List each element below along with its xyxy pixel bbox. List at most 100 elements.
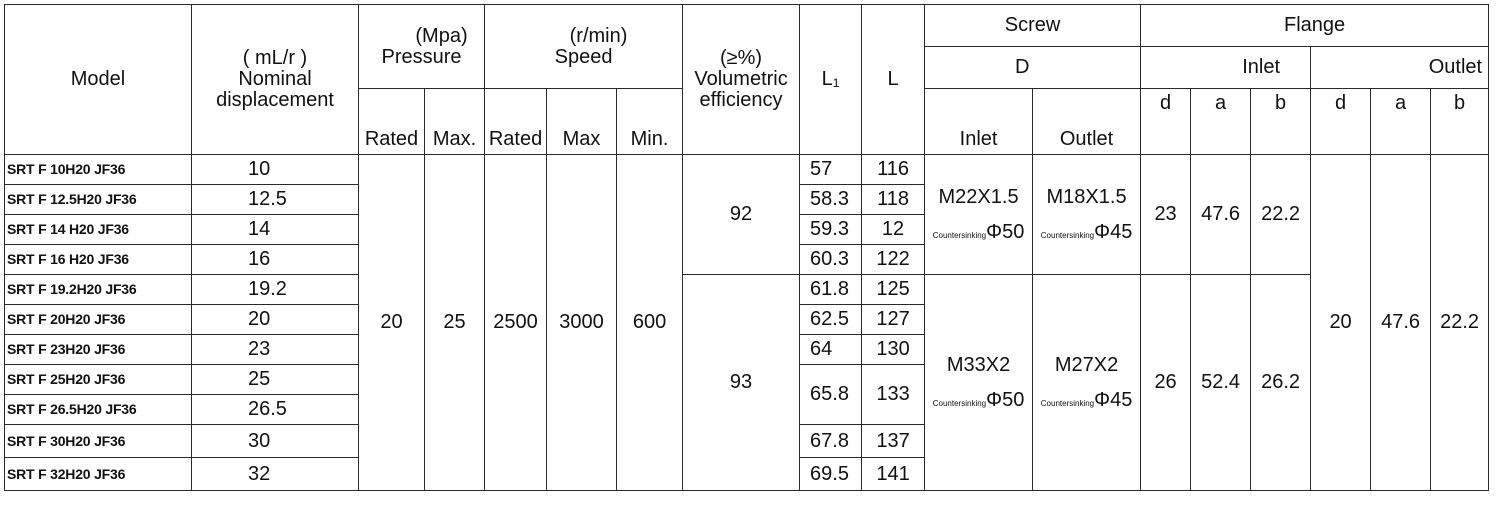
header-screw-d: D	[924, 46, 1142, 89]
screw-group1-inlet-cell: M22X1.5 CountersinkingΦ50	[924, 154, 1034, 275]
countersinking-label: Countersinking	[1040, 398, 1095, 408]
flange-in-a-group1: 47.6	[1190, 154, 1252, 275]
header-flange-inlet: Inlet	[1140, 46, 1312, 89]
displacement-cell: 26.5	[191, 394, 359, 425]
header-flange-out-b: b	[1430, 88, 1490, 155]
speed-unit: (r/min)	[569, 24, 628, 47]
table-row: SRT F 16 H20 JF36 16 60.3 122	[4, 244, 1489, 275]
l-cell: 133	[861, 364, 926, 425]
table-row: SRT F 14 H20 JF36 14 59.3 12	[4, 214, 1489, 245]
displacement-cell: 32	[191, 457, 359, 491]
screw-group2-outlet-cell: M27X2 CountersinkingΦ45	[1032, 274, 1142, 491]
table-row: SRT F 30H20 JF36 30 67.8 137	[4, 424, 1489, 458]
displacement-cell: 19.2	[191, 274, 359, 305]
header-efficiency: (≥%) Volumetric efficiency	[682, 4, 801, 155]
l-cell: 116	[861, 154, 926, 185]
l1-cell: 69.5	[799, 457, 863, 491]
header-flange-outlet: Outlet	[1310, 46, 1490, 89]
l1-cell: 65.8	[799, 364, 863, 425]
header-flange-in-b: b	[1250, 88, 1312, 155]
model-cell: SRT F 26.5H20 JF36	[4, 394, 192, 425]
flange-in-b-group2: 26.2	[1250, 274, 1312, 491]
speed-label: Speed	[554, 45, 613, 68]
l-cell: 12	[861, 214, 926, 245]
l-cell: 122	[861, 244, 926, 275]
pump-spec-table: Model ( mL/r ) Nominal displacement (Mpa…	[4, 4, 1490, 491]
l-cell: 141	[861, 457, 926, 491]
header-displacement: ( mL/r ) Nominal displacement	[191, 4, 359, 155]
screw-group2-inlet-cell: M33X2 CountersinkingΦ50	[924, 274, 1034, 491]
header-speed: (r/min) Speed	[484, 4, 684, 89]
header-pressure-rated: Rated	[358, 88, 425, 155]
header-speed-max: Max	[546, 88, 618, 155]
countersink-value: Φ50	[986, 220, 1025, 243]
l-cell: 125	[861, 274, 926, 305]
displacement-cell: 30	[191, 424, 359, 458]
header-model: Model	[4, 4, 192, 155]
pressure-max-cell: 25	[423, 154, 486, 491]
header-screw: Screw	[924, 4, 1142, 47]
l1-cell: 64	[799, 334, 863, 365]
screw-thread: M18X1.5	[1046, 185, 1127, 208]
header-pressure: (Mpa) Pressure	[357, 4, 486, 89]
displacement-label: Nominal displacement	[216, 68, 334, 111]
flange-out-d: 20	[1310, 154, 1372, 491]
table-row: SRT F 10H20 JF36 10 20 25 2500 3000 600 …	[4, 154, 1490, 491]
flange-in-d-group1: 23	[1140, 154, 1192, 275]
header-screw-inlet: Inlet	[924, 88, 1034, 155]
l1-cell: 59.3	[799, 214, 863, 245]
header-speed-min: Min.	[616, 88, 684, 155]
table-row: SRT F 19.2H20 JF36 19.2 93 61.8 125 M33X…	[4, 274, 1489, 491]
pressure-unit: (Mpa)	[415, 24, 468, 47]
countersinking-label: Countersinking	[932, 398, 987, 408]
l1-cell: 60.3	[799, 244, 863, 275]
speed-rated-cell: 2500	[484, 154, 548, 491]
header-flange-in-d: d	[1140, 88, 1192, 155]
displacement-cell: 14	[191, 214, 359, 245]
speed-max-cell: 3000	[546, 154, 618, 491]
header-flange-out-a: a	[1370, 88, 1432, 155]
model-cell: SRT F 25H20 JF36	[4, 364, 192, 395]
pressure-label: Pressure	[381, 45, 462, 68]
efficiency-unit: (≥%)	[720, 47, 763, 69]
header-l: L	[861, 4, 926, 155]
displacement-cell: 20	[191, 304, 359, 335]
flange-in-b-group1: 22.2	[1250, 154, 1312, 275]
header-pressure-max: Max.	[423, 88, 486, 155]
countersink-value: Φ45	[1094, 388, 1133, 411]
l1-cell: 57	[799, 154, 863, 185]
model-cell: SRT F 14 H20 JF36	[4, 214, 192, 245]
table-row: SRT F 32H20 JF36 32 69.5 141	[4, 457, 1489, 491]
screw-thread: M27X2	[1054, 353, 1119, 376]
l1-cell: 62.5	[799, 304, 863, 335]
model-cell: SRT F 30H20 JF36	[4, 424, 192, 458]
countersinking-label: Countersinking	[932, 230, 987, 240]
screw-thread: M33X2	[946, 353, 1011, 376]
flange-out-b: 22.2	[1430, 154, 1490, 491]
header-flange-in-a: a	[1190, 88, 1252, 155]
efficiency-group2-cell: 93	[682, 274, 801, 491]
efficiency-group1-cell: 92	[682, 154, 801, 275]
displacement-cell: 16	[191, 244, 359, 275]
flange-out-a: 47.6	[1370, 154, 1432, 491]
l1-cell: 58.3	[799, 184, 863, 215]
model-cell: SRT F 16 H20 JF36	[4, 244, 192, 275]
l-cell: 127	[861, 304, 926, 335]
header-screw-outlet: Outlet	[1032, 88, 1142, 155]
l-cell: 137	[861, 424, 926, 458]
header-flange-out-d: d	[1310, 88, 1372, 155]
displacement-unit: ( mL/r )	[242, 47, 308, 69]
header-l1: L₁	[799, 4, 863, 155]
speed-min-cell: 600	[616, 154, 684, 491]
displacement-cell: 23	[191, 334, 359, 365]
table-row: SRT F 23H20 JF36 23 64 130	[4, 334, 1489, 365]
screw-thread: M22X1.5	[938, 185, 1019, 208]
displacement-cell: 25	[191, 364, 359, 395]
l1-cell: 67.8	[799, 424, 863, 458]
screw-group1-outlet-cell: M18X1.5 CountersinkingΦ45	[1032, 154, 1142, 275]
flange-in-a-group2: 52.4	[1190, 274, 1252, 491]
model-cell: SRT F 20H20 JF36	[4, 304, 192, 335]
header-speed-rated: Rated	[484, 88, 548, 155]
countersinking-label: Countersinking	[1040, 230, 1095, 240]
l-cell: 130	[861, 334, 926, 365]
